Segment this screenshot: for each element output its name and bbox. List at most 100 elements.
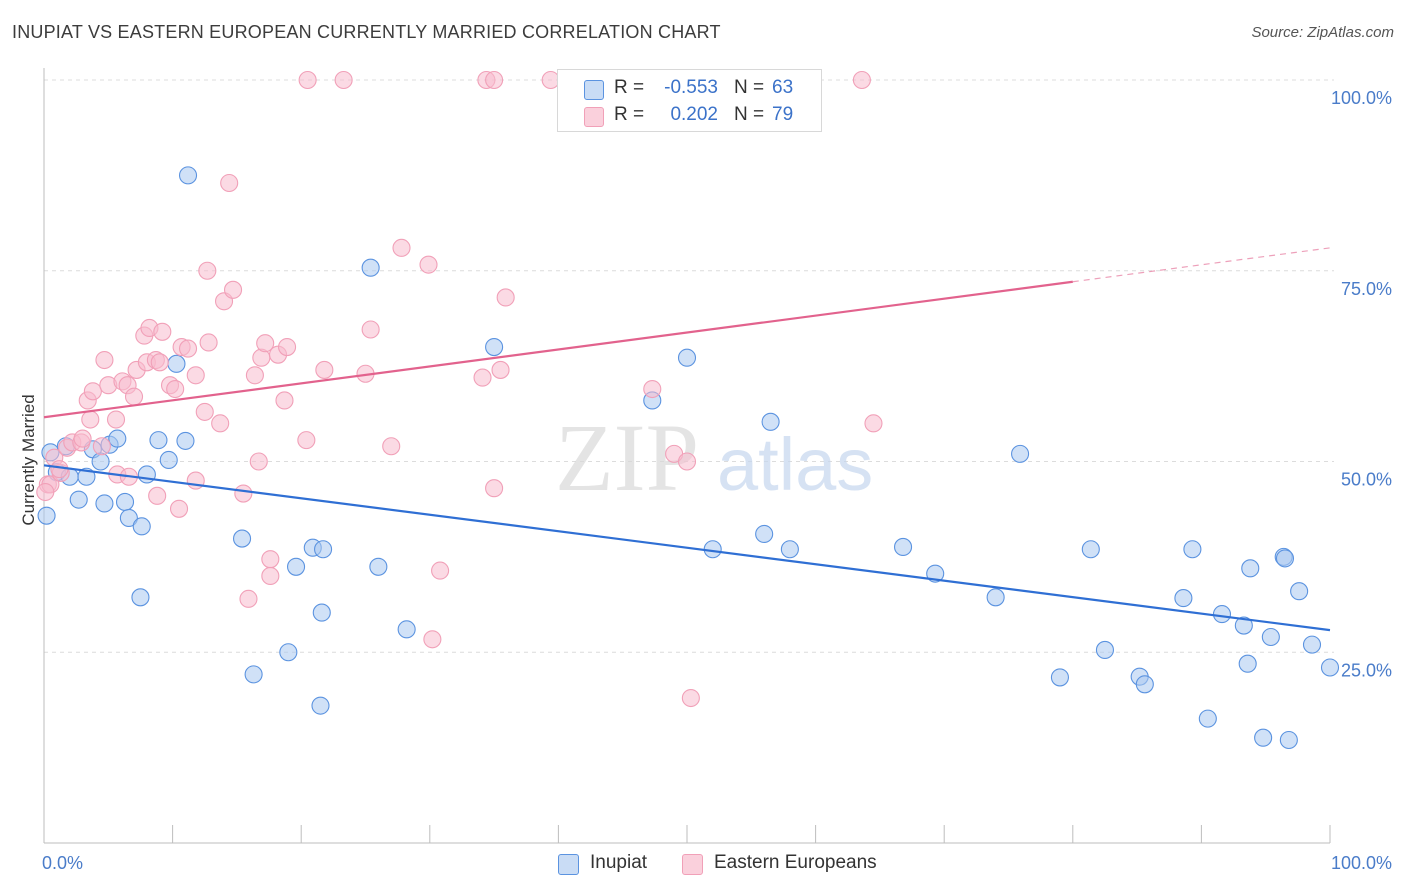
data-point xyxy=(485,70,504,90)
chart-title: INUPIAT VS EASTERN EUROPEAN CURRENTLY MA… xyxy=(12,22,721,42)
data-point xyxy=(37,506,56,525)
data-point xyxy=(1320,658,1340,677)
legend-n-value: 63 xyxy=(772,77,794,98)
data-point xyxy=(423,630,442,649)
axes xyxy=(43,68,1331,844)
data-point xyxy=(298,70,317,90)
data-point xyxy=(279,643,298,662)
data-point xyxy=(1279,730,1298,750)
data-point xyxy=(485,337,504,357)
data-point xyxy=(1290,582,1309,601)
data-point xyxy=(677,452,697,471)
data-point xyxy=(755,524,774,544)
data-point xyxy=(382,437,401,456)
data-point xyxy=(239,589,258,608)
legend-r-label: R = xyxy=(614,104,645,125)
data-point xyxy=(397,620,416,639)
legend-swatch-eastern-europeans xyxy=(584,107,604,127)
data-point xyxy=(167,354,186,373)
eastern-europeans-points xyxy=(36,70,883,708)
data-point xyxy=(297,431,316,450)
data-point xyxy=(176,431,195,450)
data-point xyxy=(166,379,185,399)
data-point xyxy=(220,173,239,193)
data-point xyxy=(369,557,388,576)
x-tick-label: 0.0% xyxy=(42,853,83,873)
data-point xyxy=(473,368,492,387)
trend-line xyxy=(43,464,1331,632)
data-point xyxy=(77,467,96,486)
data-point xyxy=(780,540,799,559)
data-point xyxy=(278,337,297,357)
data-point xyxy=(361,258,380,277)
data-point xyxy=(261,550,280,569)
y-tick-label: 25.0% xyxy=(1341,660,1392,680)
trend-line xyxy=(43,280,1073,419)
data-point xyxy=(311,696,330,715)
data-point xyxy=(124,387,144,406)
data-point xyxy=(491,360,510,379)
data-point xyxy=(95,350,114,370)
trend-lines xyxy=(43,247,1331,632)
data-point xyxy=(83,382,102,401)
data-point xyxy=(131,588,150,607)
series-swatch-inupiat xyxy=(558,854,579,875)
data-point xyxy=(169,499,189,518)
data-point xyxy=(95,494,114,513)
data-point xyxy=(287,557,306,576)
data-point xyxy=(419,255,438,274)
correlation-legend: R = -0.553 N = 63 R = 0.202 N = 79 xyxy=(557,69,822,132)
data-point xyxy=(106,410,126,429)
data-point xyxy=(232,529,252,548)
data-point xyxy=(198,261,217,280)
data-point xyxy=(81,410,100,429)
data-point xyxy=(496,288,515,307)
data-point xyxy=(148,486,167,505)
data-point xyxy=(149,431,168,450)
legend-n-label: N = xyxy=(734,77,765,98)
data-point xyxy=(256,334,275,353)
data-point xyxy=(92,437,111,456)
data-point xyxy=(137,465,156,484)
data-point xyxy=(1302,635,1322,654)
data-point xyxy=(315,360,334,379)
x-tick-label: 100.0% xyxy=(1331,853,1392,873)
y-tick-label: 100.0% xyxy=(1331,88,1392,108)
data-point xyxy=(199,333,218,352)
tick-labels: 25.0% 50.0% 75.0% 100.0% 0.0% 100.0% xyxy=(42,88,1392,873)
y-tick-label: 75.0% xyxy=(1341,279,1392,299)
series-swatch-eastern-europeans xyxy=(682,854,703,875)
data-point xyxy=(153,322,172,341)
data-point xyxy=(275,391,294,410)
data-point xyxy=(69,490,88,509)
series-label-eastern-europeans: Eastern Europeans xyxy=(714,852,877,873)
legend-row-eastern-europeans: R = 0.202 N = 79 xyxy=(558,101,821,129)
data-point xyxy=(73,429,92,448)
series-legend: Inupiat Eastern Europeans xyxy=(0,852,1406,878)
watermark-atlas: atlas xyxy=(717,423,873,506)
data-point xyxy=(1254,728,1273,747)
data-point xyxy=(245,366,264,385)
data-point xyxy=(392,238,411,257)
legend-r-value: 0.202 xyxy=(670,104,718,125)
data-point xyxy=(485,479,504,498)
data-point xyxy=(178,339,198,358)
data-point xyxy=(261,566,280,586)
watermark: ZIP atlas xyxy=(555,404,873,511)
data-point xyxy=(119,508,138,528)
data-point xyxy=(132,517,151,536)
legend-r-value: -0.553 xyxy=(664,77,718,98)
y-tick-label: 50.0% xyxy=(1341,470,1392,490)
data-point xyxy=(643,379,662,399)
legend-n-label: N = xyxy=(734,104,765,125)
data-point xyxy=(893,537,913,557)
data-point xyxy=(1212,605,1232,624)
data-point xyxy=(864,414,883,433)
data-point xyxy=(178,166,198,185)
data-point xyxy=(361,320,380,339)
data-point xyxy=(431,561,450,580)
data-point xyxy=(334,70,353,90)
data-point xyxy=(186,366,205,385)
data-point xyxy=(761,412,780,431)
